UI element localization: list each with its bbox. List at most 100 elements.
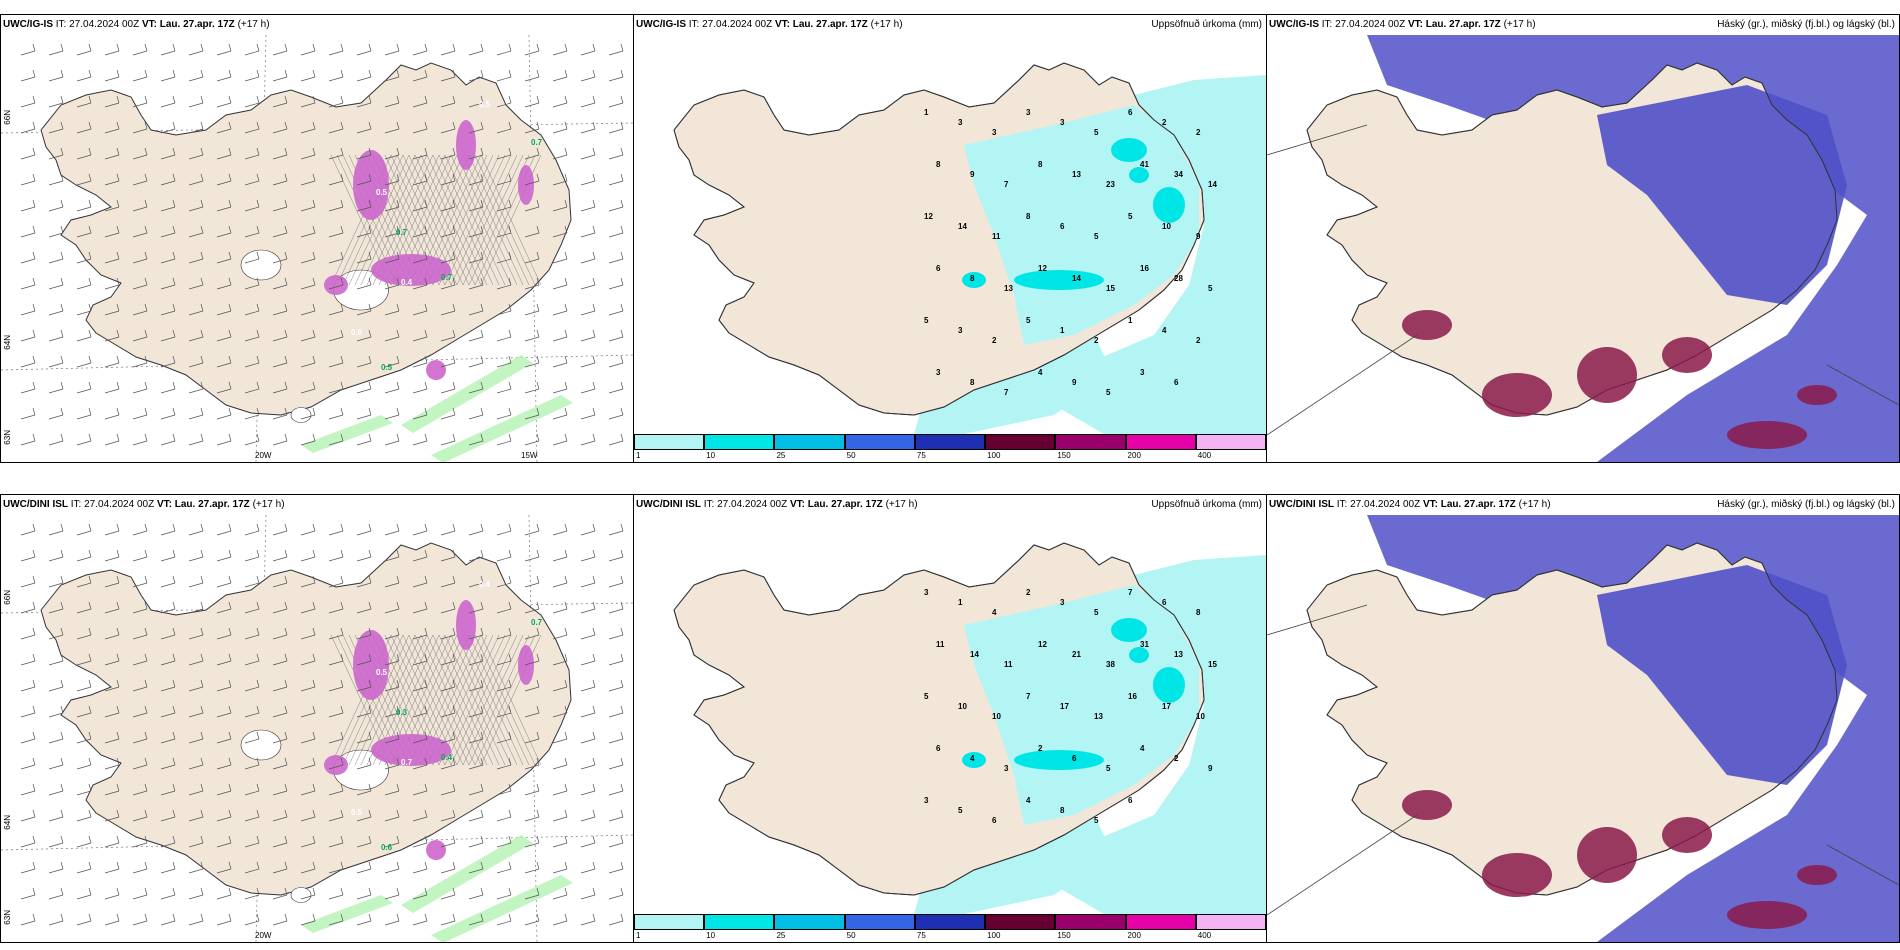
wind-barb-flag	[88, 809, 92, 818]
wind-barb-shaft	[608, 128, 624, 134]
wind-barb-flag	[592, 147, 596, 156]
wind-barb-shaft	[244, 582, 260, 588]
wind-barb-flag	[312, 225, 316, 234]
wind-barb	[440, 887, 456, 900]
wind-barb	[216, 549, 232, 562]
wind-barb	[216, 225, 232, 238]
wind-barb	[496, 887, 512, 900]
precip-value-label: 5	[1026, 316, 1031, 325]
wind-barb	[496, 147, 512, 160]
wind-barb-flag	[536, 549, 540, 558]
wind-barb-shaft	[552, 816, 568, 822]
wind-barb	[244, 329, 260, 342]
wind-barb-shaft	[552, 206, 568, 212]
wind-barb-flag	[312, 407, 316, 416]
wind-barb	[496, 329, 512, 342]
wind-barb-shaft	[580, 842, 596, 848]
wind-barb-shaft	[132, 868, 148, 874]
wind-barb-shaft	[524, 842, 540, 848]
wind-barb-flag	[228, 225, 232, 234]
wind-barb	[328, 549, 344, 562]
wind-barb	[300, 251, 316, 264]
wind-barb	[328, 381, 344, 394]
wind-barb-flag	[620, 731, 624, 740]
wind-barb-shaft	[440, 920, 456, 926]
wind-barb-flag	[60, 523, 64, 532]
wind-barb-flag	[508, 433, 512, 442]
wind-barb-shaft	[328, 634, 344, 640]
wind-barb	[552, 329, 568, 342]
wind-barb-shaft	[76, 660, 92, 666]
wind-barb-flag	[340, 861, 344, 870]
wind-barb	[328, 601, 344, 614]
wind-barb-shaft	[496, 50, 512, 56]
wind-barb-shaft	[188, 920, 204, 926]
wind-barb	[412, 95, 428, 108]
wind-barb	[216, 783, 232, 796]
wind-barb-flag	[452, 549, 456, 558]
wind-barb	[104, 381, 120, 394]
wind-barb	[244, 601, 260, 614]
precip-value-label: 13	[1094, 712, 1103, 721]
wind-barb-shaft	[384, 310, 400, 316]
snow-hatch	[360, 154, 422, 286]
wind-barb-flag	[116, 407, 120, 416]
wind-barb-shaft	[496, 712, 512, 718]
wind-barb-shaft	[300, 660, 316, 666]
wind-barb-flag	[312, 381, 316, 390]
wind-barb-flag	[340, 95, 344, 104]
wind-barb	[160, 757, 176, 770]
wind-barb	[300, 199, 316, 212]
wind-barb-flag	[480, 523, 484, 532]
wind-barb-shaft	[356, 530, 372, 536]
wind-barb	[552, 147, 568, 160]
wind-barb-flag	[536, 251, 540, 260]
wind-barb	[412, 861, 428, 874]
colorbar-tick-label: 200	[1127, 451, 1141, 460]
wind-barb-shaft	[48, 738, 64, 744]
wind-barb	[48, 757, 64, 770]
wind-barb-flag	[424, 381, 428, 390]
wind-barb	[496, 913, 512, 926]
wind-barb	[580, 277, 596, 290]
wind-barb-shaft	[524, 310, 540, 316]
wind-barb-shaft	[384, 388, 400, 394]
wind-barb-flag	[564, 575, 568, 584]
colorbar-swatch	[1125, 914, 1196, 930]
wind-barb-flag	[396, 913, 400, 922]
wind-barb-flag	[564, 835, 568, 844]
wind-barb-shaft	[132, 764, 148, 770]
wind-barb	[132, 575, 148, 588]
precip-area-heavy	[1111, 618, 1147, 642]
snow-hatch	[450, 634, 512, 766]
wind-barb-flag	[592, 913, 596, 922]
wind-barb	[188, 731, 204, 744]
wind-barb-shaft	[384, 102, 400, 108]
wind-barb-flag	[368, 355, 372, 364]
wind-barb-flag	[256, 653, 260, 662]
wind-barb-flag	[284, 121, 288, 130]
wind-barb-shaft	[216, 920, 232, 926]
wind-barb	[160, 601, 176, 614]
wind-barb	[384, 653, 400, 666]
wind-barb-flag	[480, 575, 484, 584]
wind-barb	[188, 887, 204, 900]
wind-barb-shaft	[552, 440, 568, 446]
precip-area-heavy	[962, 272, 986, 288]
wind-barb-flag	[284, 601, 288, 610]
wind-barb-flag	[424, 783, 428, 792]
wind-barb-flag	[228, 355, 232, 364]
wind-barb	[48, 809, 64, 822]
wind-barb-shaft	[48, 608, 64, 614]
wind-barb	[356, 199, 372, 212]
wind-barb-flag	[88, 95, 92, 104]
wind-barb	[580, 303, 596, 316]
wind-barb-flag	[564, 433, 568, 442]
wind-barb	[440, 653, 456, 666]
precip-value-label: 15	[1106, 284, 1115, 293]
wind-barb	[356, 731, 372, 744]
wind-barb-shaft	[552, 414, 568, 420]
wind-barb-shaft	[300, 920, 316, 926]
wind-barb-flag	[480, 809, 484, 818]
wind-barb-flag	[340, 121, 344, 130]
